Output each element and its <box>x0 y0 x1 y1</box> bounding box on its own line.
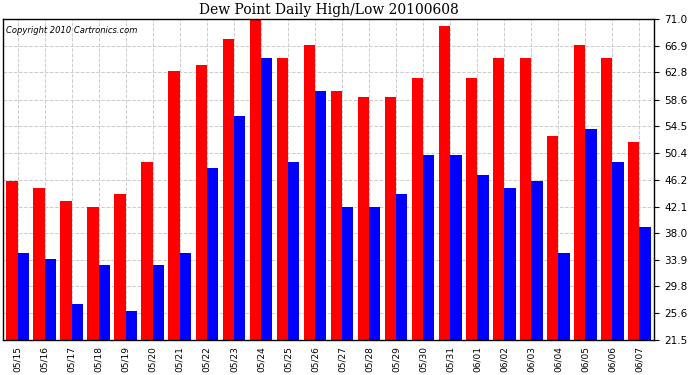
Bar <box>585 129 597 340</box>
Bar <box>45 259 56 340</box>
Bar <box>628 142 640 340</box>
Title: Dew Point Daily High/Low 20100608: Dew Point Daily High/Low 20100608 <box>199 3 458 17</box>
Bar <box>60 201 72 340</box>
Bar <box>207 168 218 340</box>
Bar <box>234 117 245 340</box>
Bar <box>315 91 326 340</box>
Bar <box>115 194 126 340</box>
Bar <box>450 155 462 340</box>
Bar <box>195 64 207 340</box>
Bar <box>547 136 558 340</box>
Bar <box>18 252 29 340</box>
Text: Copyright 2010 Cartronics.com: Copyright 2010 Cartronics.com <box>6 26 137 35</box>
Bar <box>574 45 585 340</box>
Bar <box>369 207 380 340</box>
Bar <box>223 39 234 340</box>
Bar <box>493 58 504 340</box>
Bar <box>126 311 137 340</box>
Bar <box>99 266 110 340</box>
Bar <box>601 58 612 340</box>
Bar <box>520 58 531 340</box>
Bar <box>531 181 542 340</box>
Bar <box>88 207 99 340</box>
Bar <box>331 91 342 340</box>
Bar <box>304 45 315 340</box>
Bar <box>168 71 180 340</box>
Bar <box>357 97 369 340</box>
Bar <box>250 20 261 340</box>
Bar <box>72 304 83 340</box>
Bar <box>180 252 191 340</box>
Bar <box>152 266 164 340</box>
Bar <box>141 162 152 340</box>
Bar <box>277 58 288 340</box>
Bar <box>477 175 489 340</box>
Bar <box>342 207 353 340</box>
Bar <box>558 252 570 340</box>
Bar <box>396 194 408 340</box>
Bar <box>504 188 515 340</box>
Bar <box>640 226 651 340</box>
Bar <box>466 78 477 340</box>
Bar <box>6 181 18 340</box>
Bar <box>612 162 624 340</box>
Bar <box>423 155 435 340</box>
Bar <box>261 58 273 340</box>
Bar <box>288 162 299 340</box>
Bar <box>439 26 450 340</box>
Bar <box>33 188 45 340</box>
Bar <box>385 97 396 340</box>
Bar <box>412 78 423 340</box>
